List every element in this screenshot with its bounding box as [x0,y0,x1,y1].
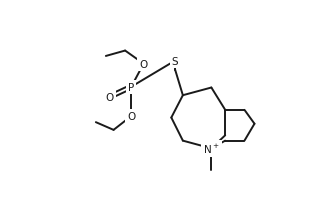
Text: O: O [139,59,148,69]
Text: P: P [128,82,134,92]
Text: S: S [172,56,178,66]
Text: O: O [127,111,135,121]
Text: O: O [106,92,114,102]
Text: N$^+$: N$^+$ [203,142,220,155]
